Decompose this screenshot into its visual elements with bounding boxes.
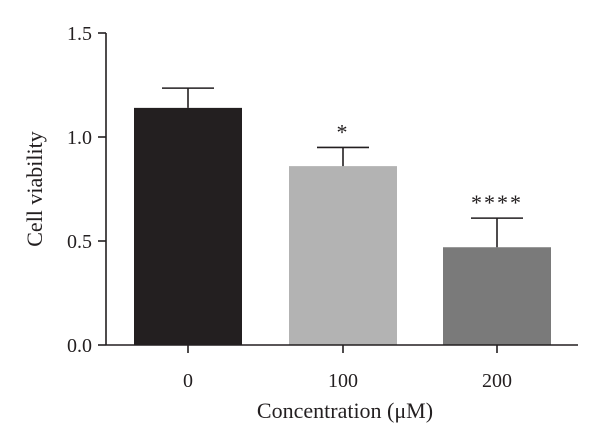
y-tick-label: 0.5	[67, 231, 92, 253]
y-axis-title: Cell viability	[22, 131, 47, 247]
y-tick-label: 1.5	[67, 23, 92, 45]
x-axis-title: Concentration (μM)	[257, 398, 433, 423]
y-tick-label: 1.0	[67, 127, 92, 149]
bar-100	[289, 166, 397, 345]
bar-0	[134, 107, 242, 345]
x-tick-label: 200	[482, 370, 512, 392]
x-ticks-layer: 0 100 200	[183, 345, 512, 392]
x-tick-label: 0	[183, 370, 193, 392]
error-bars-layer	[162, 87, 523, 248]
bar-200	[443, 247, 551, 345]
y-ticks-layer: 0.0 0.5 1.0 1.5	[67, 23, 106, 357]
significance-layer: *****	[337, 119, 523, 215]
bars-layer	[134, 107, 551, 345]
significance-200: ****	[471, 190, 523, 215]
x-tick-label: 100	[328, 370, 358, 392]
y-tick-label: 0.0	[67, 335, 92, 357]
significance-100: *	[337, 119, 350, 144]
